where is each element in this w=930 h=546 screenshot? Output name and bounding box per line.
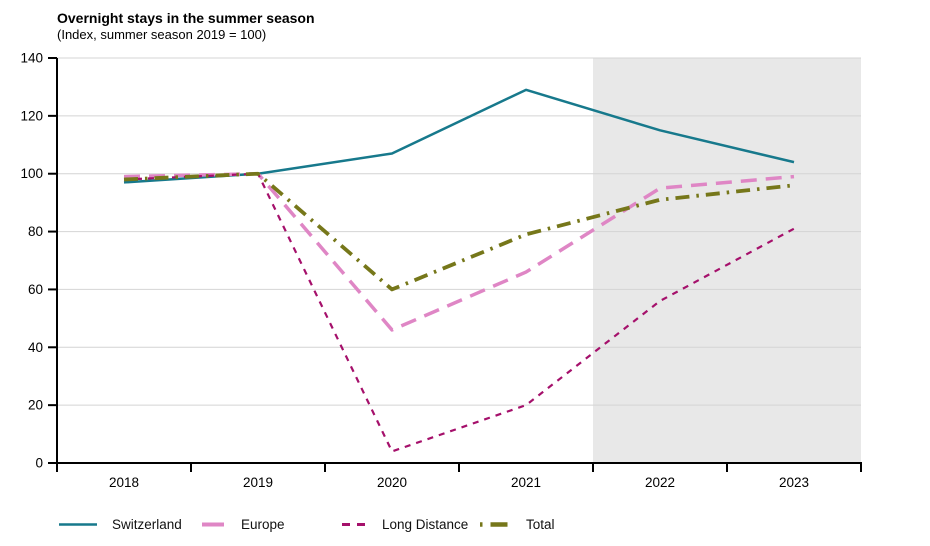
series-line-long-distance xyxy=(123,172,795,453)
y-tick-label: 80 xyxy=(28,224,43,239)
legend-item-long-distance: Long Distance xyxy=(341,509,468,539)
europe-line-swatch xyxy=(202,522,226,526)
series-line-total xyxy=(123,171,795,292)
long-distance-line-swatch xyxy=(342,522,367,526)
y-tick-label: 40 xyxy=(28,340,43,355)
y-tick-label: 120 xyxy=(20,108,43,123)
x-tick-label: 2023 xyxy=(779,475,809,490)
x-tick-label: 2019 xyxy=(243,475,273,490)
chart-title: Overnight stays in the summer season xyxy=(57,10,315,26)
x-tick-label: 2021 xyxy=(511,475,541,490)
y-tick-label: 100 xyxy=(20,166,43,181)
line-chart: 0 20 40 60 80 100 120 140 2018 2019 2020 2021 2022 20… xyxy=(20,51,862,490)
y-tick-label: 0 xyxy=(35,456,43,471)
legend-item-europe: Europe xyxy=(201,509,285,539)
legend: Switzerland Europe Long Distance Total xyxy=(0,509,930,541)
switzerland-line-swatch xyxy=(59,522,97,526)
legend-label-total: Total xyxy=(526,516,555,532)
chart-subtitle: (Index, summer season 2019 = 100) xyxy=(57,27,267,42)
y-tick-label: 60 xyxy=(28,282,43,297)
y-tick-label: 20 xyxy=(28,398,43,413)
forecast-band xyxy=(593,58,861,463)
total-line-swatch xyxy=(480,521,511,527)
x-tick-label: 2022 xyxy=(645,475,675,490)
x-tick-label: 2018 xyxy=(109,475,139,490)
legend-label-long-distance: Long Distance xyxy=(382,516,469,532)
legend-item-switzerland: Switzerland xyxy=(58,509,182,539)
x-tick-label: 2020 xyxy=(377,475,407,490)
legend-label-switzerland: Switzerland xyxy=(112,516,182,532)
y-tick-label: 140 xyxy=(20,51,43,66)
legend-label-europe: Europe xyxy=(241,516,285,532)
legend-item-total: Total xyxy=(479,509,555,539)
